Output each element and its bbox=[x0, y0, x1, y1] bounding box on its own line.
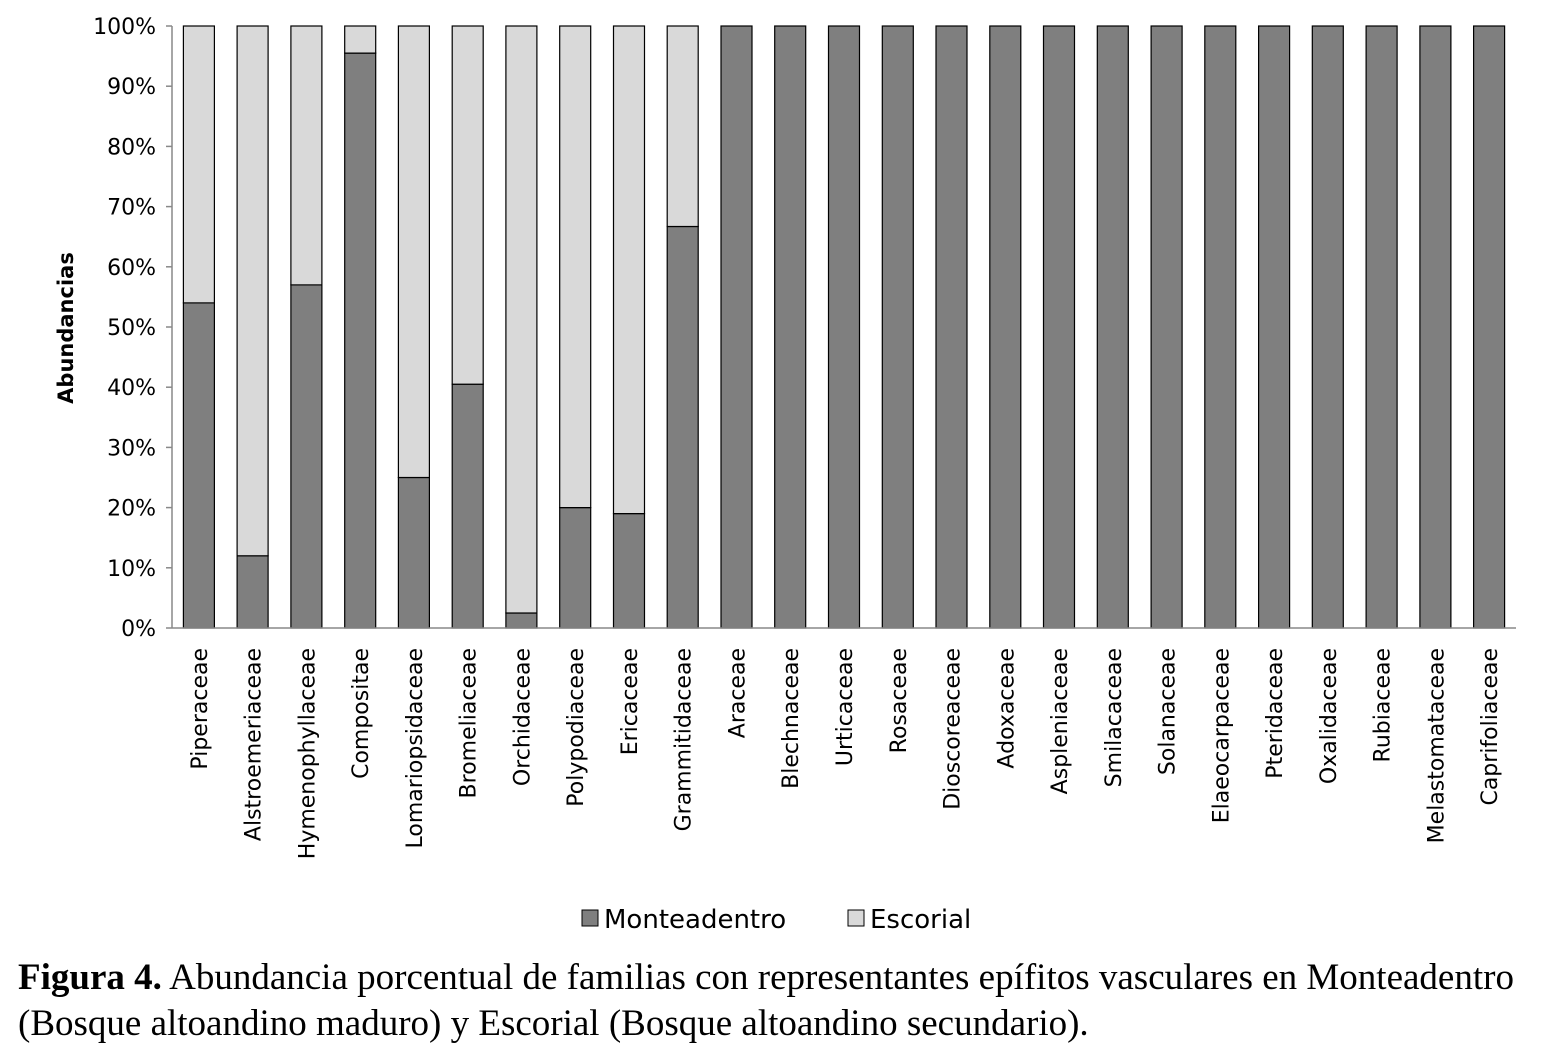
x-tick-label: Smilacaceae bbox=[1102, 648, 1127, 787]
bar-monteadentro-solanaceae bbox=[1150, 25, 1183, 629]
stacked-bar-chart: 0% 10% 20% 30% 40% 50% 60% 70% 80% 90% 100% Pipera… bbox=[54, 15, 1516, 935]
bars-group bbox=[182, 25, 1506, 629]
x-tick-label: Orchidaceae bbox=[510, 648, 535, 786]
x-tick-label: Rosaceae bbox=[887, 648, 912, 753]
bar-monteadentro-rubiaceae bbox=[1365, 25, 1398, 629]
y-tick-label: 40% bbox=[107, 376, 156, 401]
bar-monteadentro-hymenophyllaceae bbox=[290, 284, 323, 629]
y-axis-title: Abundancias bbox=[54, 252, 78, 404]
y-tick-label: 30% bbox=[107, 436, 156, 461]
bar-escorial-bromeliaceae bbox=[451, 25, 484, 385]
legend: Monteadentro Escorial bbox=[581, 905, 971, 935]
x-tick-label: Blechnaceae bbox=[779, 648, 804, 789]
y-tick-label: 100% bbox=[93, 15, 156, 40]
x-tick-label: Alstroemeriaceae bbox=[242, 648, 267, 841]
bar-escorial-hymenophyllaceae bbox=[290, 25, 323, 286]
bar-monteadentro-alstroemeriaceae bbox=[236, 555, 269, 629]
x-tick-label: Urticaceae bbox=[833, 648, 858, 766]
bar-escorial-lomariopsidaceae bbox=[397, 25, 430, 479]
bar-monteadentro-grammitidaceae bbox=[666, 225, 699, 629]
x-tick-label: Piperaceae bbox=[188, 648, 213, 770]
figure-caption: Figura 4. Abundancia porcentual de famil… bbox=[18, 955, 1543, 1047]
x-tick-label: Aspleniaceae bbox=[1048, 648, 1073, 794]
bar-monteadentro-ericaceae bbox=[612, 512, 646, 629]
x-tick-label: Lomariopsidaceae bbox=[403, 648, 428, 849]
x-tick-label: Adoxaceae bbox=[994, 648, 1019, 769]
bar-monteadentro-caprifoliaceae bbox=[1472, 25, 1506, 629]
bar-monteadentro-smilacaceae bbox=[1096, 25, 1129, 629]
bar-monteadentro-orchidaceae bbox=[505, 612, 538, 629]
bar-escorial-piperaceae bbox=[182, 25, 215, 304]
bar-escorial-orchidaceae bbox=[505, 25, 538, 614]
x-tick-label: Caprifoliaceae bbox=[1478, 648, 1503, 806]
bar-escorial-polypodiaceae bbox=[559, 25, 592, 509]
y-tick-label: 90% bbox=[107, 75, 156, 100]
x-tick-label: Melastomataceae bbox=[1424, 648, 1449, 843]
bar-monteadentro-elaeocarpaceae bbox=[1204, 25, 1237, 629]
x-tick-label: Elaeocarpaceae bbox=[1209, 648, 1234, 823]
bar-monteadentro-blechnaceae bbox=[774, 25, 807, 629]
x-axis: Piperaceae Alstroemeriaceae Hymenophyllace… bbox=[172, 627, 1516, 859]
y-tick-label: 0% bbox=[121, 617, 156, 642]
y-tick-label: 80% bbox=[107, 135, 156, 160]
x-tick-label: Oxalidaceae bbox=[1317, 648, 1342, 784]
x-tick-label: Ericaceae bbox=[618, 648, 643, 755]
bar-monteadentro-compositae bbox=[344, 52, 377, 629]
legend-swatch-monteadentro bbox=[581, 909, 599, 927]
caption-label: Figura 4. bbox=[18, 957, 162, 998]
bar-monteadentro-rosaceae bbox=[881, 25, 914, 629]
x-tick-label: Grammitidaceae bbox=[672, 648, 697, 831]
bar-monteadentro-aspleniaceae bbox=[1042, 25, 1076, 629]
x-tick-label: Pteridaceae bbox=[1263, 648, 1288, 779]
caption-text: Abundancia porcentual de familias con re… bbox=[18, 957, 1514, 1044]
y-tick-label: 70% bbox=[107, 196, 156, 221]
y-tick-label: 60% bbox=[107, 256, 156, 281]
x-tick-label: Hymenophyllaceae bbox=[295, 648, 320, 859]
bar-monteadentro-adoxaceae bbox=[989, 25, 1022, 629]
bar-escorial-alstroemeriaceae bbox=[236, 25, 269, 557]
x-tick-label: Bromeliaceae bbox=[457, 648, 482, 798]
y-tick-label: 50% bbox=[107, 316, 156, 341]
bar-monteadentro-araceae bbox=[720, 25, 753, 629]
x-tick-label: Rubiaceae bbox=[1371, 648, 1396, 762]
bar-monteadentro-polypodiaceae bbox=[559, 507, 592, 629]
x-tick-label: Dioscoreaceae bbox=[941, 648, 966, 810]
bar-monteadentro-lomariopsidaceae bbox=[397, 476, 430, 629]
bar-monteadentro-pteridaceae bbox=[1257, 25, 1291, 629]
bar-monteadentro-piperaceae bbox=[182, 302, 215, 629]
bar-monteadentro-dioscoreaceae bbox=[935, 25, 968, 629]
x-tick-label: Solanaceae bbox=[1156, 648, 1181, 775]
bar-escorial-compositae bbox=[344, 25, 377, 54]
legend-label-escorial: Escorial bbox=[870, 905, 971, 935]
y-axis: 0% 10% 20% 30% 40% 50% 60% 70% 80% 90% 100% bbox=[93, 15, 173, 642]
bar-monteadentro-oxalidaceae bbox=[1311, 25, 1344, 629]
bar-monteadentro-urticaceae bbox=[827, 25, 861, 629]
bar-monteadentro-bromeliaceae bbox=[451, 383, 484, 629]
x-tick-label: Compositae bbox=[349, 648, 374, 779]
bar-monteadentro-melastomataceae bbox=[1419, 25, 1452, 629]
bar-escorial-ericaceae bbox=[612, 25, 646, 515]
bar-escorial-grammitidaceae bbox=[666, 25, 699, 228]
y-tick-label: 10% bbox=[107, 557, 156, 582]
y-tick-label: 20% bbox=[107, 497, 156, 522]
x-tick-label: Polypodiaceae bbox=[564, 648, 589, 807]
x-tick-label: Araceae bbox=[726, 648, 751, 738]
legend-swatch-escorial bbox=[847, 909, 865, 927]
legend-label-monteadentro: Monteadentro bbox=[604, 905, 786, 935]
